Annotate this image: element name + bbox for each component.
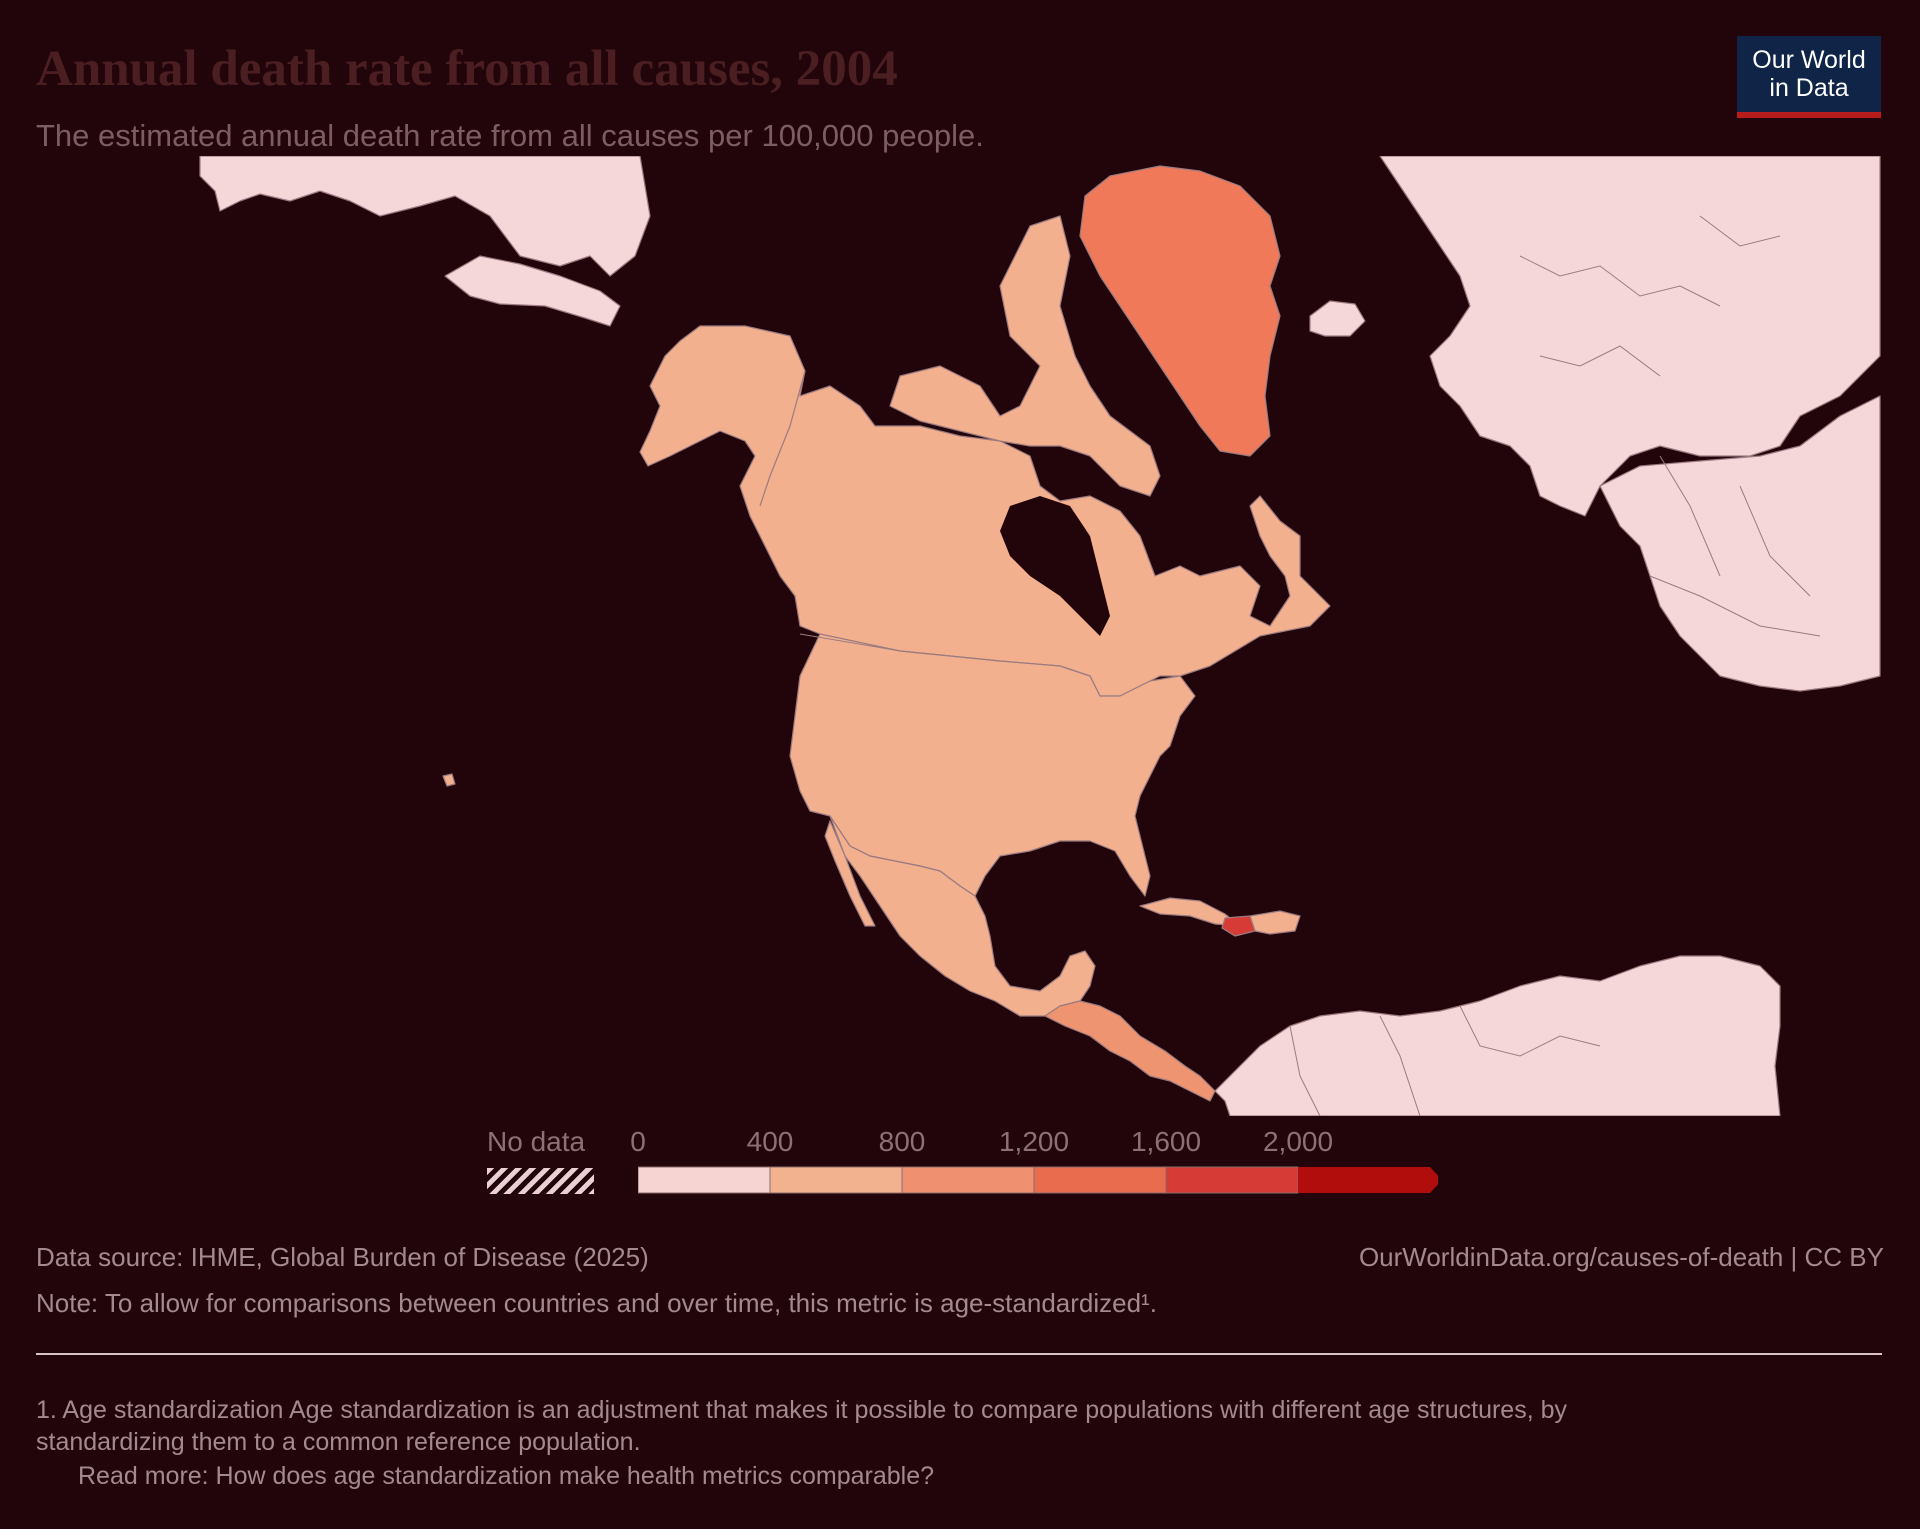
note-text: Note: To allow for comparisons between c…: [36, 1288, 1157, 1318]
footnote-line-2: standardizing them to a common reference…: [36, 1428, 641, 1456]
legend-tick-label: 1,200: [998, 1126, 1070, 1157]
chart-subtitle: The estimated annual death rate from all…: [36, 118, 984, 153]
legend-bin-5[interactable]: [1298, 1167, 1438, 1193]
border-europe-internal: [1519, 215, 1821, 637]
chart-title: Annual death rate from all causes, 2004: [36, 41, 898, 97]
region-central-america[interactable]: [1044, 1000, 1216, 1102]
region-greenland[interactable]: [1079, 165, 1281, 457]
owid-logo[interactable]: Our World in Data: [1737, 36, 1881, 118]
region-south-america[interactable]: [1214, 955, 1781, 1116]
legend-color-bar: [638, 1166, 1438, 1194]
legend-no-data-swatch[interactable]: [487, 1168, 594, 1194]
legend-tick-label: 2,000: [1262, 1126, 1334, 1157]
legend-bin-4[interactable]: [1165, 1166, 1299, 1194]
legend-tick-label: 0: [630, 1126, 646, 1157]
choropleth-map: [199, 156, 1881, 1116]
footer-divider: [36, 1353, 1882, 1355]
region-russia-east[interactable]: [199, 156, 651, 277]
region-arctic-islands[interactable]: [889, 215, 1161, 497]
logo-line-1: Our World: [1752, 46, 1866, 74]
region-baja[interactable]: [824, 820, 876, 927]
legend-no-data-label: No data: [487, 1126, 586, 1157]
region-canada[interactable]: [639, 325, 1331, 697]
footnote-line-1: 1. Age standardization Age standardizati…: [36, 1396, 1567, 1424]
logo-line-2: in Data: [1769, 74, 1849, 102]
legend-tick-label: 800: [878, 1126, 926, 1157]
legend-bin-2[interactable]: [901, 1166, 1035, 1194]
region-russia-peninsula[interactable]: [444, 255, 621, 327]
region-haiti[interactable]: [1221, 915, 1256, 937]
hudson-bay: [1000, 496, 1110, 636]
source-url[interactable]: OurWorldinData.org/causes-of-death | CC …: [1358, 1242, 1884, 1272]
legend-bin-0[interactable]: [638, 1166, 771, 1194]
legend-bin-3[interactable]: [1033, 1166, 1167, 1194]
legend-bin-1[interactable]: [769, 1166, 903, 1194]
region-europe[interactable]: [1379, 156, 1881, 517]
border-south-america-internal: [1289, 1005, 1601, 1116]
border-us-mexico: [829, 815, 976, 897]
read-more-link[interactable]: Read more: How does age standardization …: [78, 1462, 935, 1490]
data-source: Data source: IHME, Global Burden of Dise…: [36, 1242, 649, 1272]
region-hawaii[interactable]: [442, 773, 456, 787]
border-us-canada: [799, 633, 1101, 697]
legend-tick-label: 400: [746, 1126, 794, 1157]
legend-tick-label: 1,600: [1130, 1126, 1202, 1157]
region-dominican-republic[interactable]: [1249, 910, 1301, 935]
region-iceland[interactable]: [1309, 300, 1366, 337]
